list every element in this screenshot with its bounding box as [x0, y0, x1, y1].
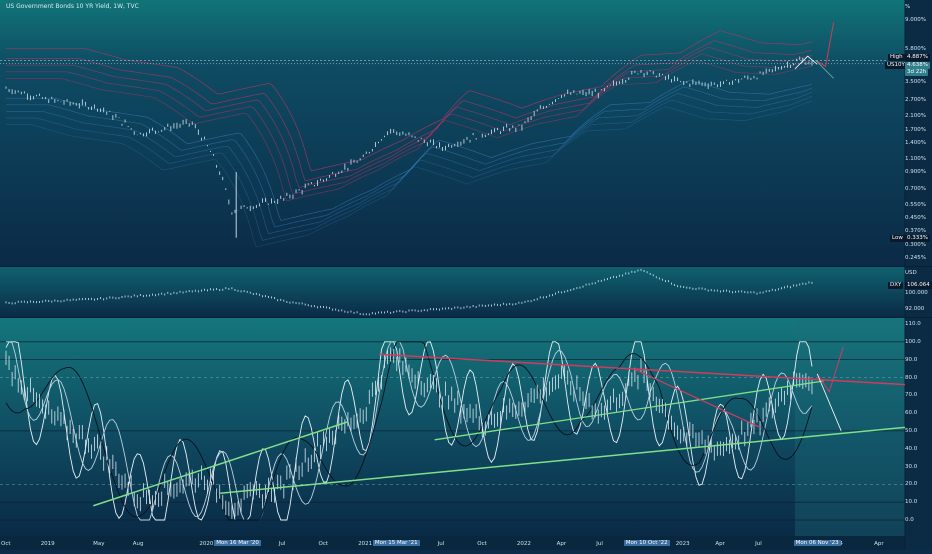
- projection-zone: [795, 318, 905, 536]
- time-axis-label: Jul: [596, 541, 603, 547]
- time-axis-label: Jul: [437, 541, 445, 547]
- top-axis-tick: 2.700%: [905, 96, 926, 103]
- chart-title: US Government Bonds 10 YR Yield, 1W, TVC: [6, 3, 139, 10]
- yield-pane: [0, 22, 905, 248]
- middle-axis-tick: 100.000: [905, 290, 928, 296]
- dxy-pane: [5, 268, 813, 316]
- stoch-fast-line: [5, 341, 813, 521]
- top-axis-tick: 2.100%: [905, 113, 926, 120]
- top-axis-tick: 0.700%: [905, 185, 926, 192]
- bottom-axis-tick: 20.0: [905, 481, 918, 488]
- time-axis-highlight: Mon 10 Oct '22: [623, 540, 670, 546]
- projection-down-arrow: [815, 60, 834, 79]
- low-label: Low: [890, 235, 905, 242]
- time-axis-bg: [0, 536, 905, 550]
- top-axis-tick: 1.400%: [905, 139, 926, 146]
- top-axis-tick: 1.700%: [905, 127, 926, 134]
- bottom-axis-tick: 50.0: [905, 427, 918, 434]
- dxy-value: 106.064: [905, 282, 932, 289]
- bottom-axis-tick: 100.0: [905, 338, 921, 345]
- time-axis-label: 2019: [40, 541, 55, 547]
- low-value: 0.333%: [905, 235, 930, 242]
- time-axis-label: Oct: [1, 541, 11, 547]
- trendline-green: [93, 421, 348, 507]
- top-axis-tick: 0.370%: [905, 227, 926, 234]
- bottom-pane-bg: [0, 318, 905, 536]
- top-axis-unit: %: [905, 4, 911, 10]
- right-axis-bg: [905, 0, 932, 550]
- time-axis-label: Aug: [132, 541, 144, 547]
- ribbon-line: [6, 86, 813, 228]
- time-axis-label: 2021: [358, 541, 373, 547]
- oscillator-pane: [0, 341, 906, 521]
- bottom-axis-tick: 110.0: [905, 321, 921, 327]
- top-axis-tick: 0.900%: [905, 169, 926, 176]
- high-value: 4.887%: [905, 54, 930, 61]
- bottom-axis-tick: 0.0: [905, 517, 914, 523]
- time-axis-label: 2023: [675, 541, 690, 547]
- time-axis-label: 2020: [199, 541, 214, 547]
- top-axis-tick: 3.500%: [905, 79, 926, 86]
- trendline-red: [632, 368, 761, 428]
- ribbon-line: [6, 96, 813, 241]
- projection-zigzag: [794, 55, 818, 70]
- middle-axis-tick: 92.000: [905, 306, 925, 312]
- osc-projection-down: [816, 373, 842, 432]
- trendline-green: [434, 380, 824, 441]
- trendline-red: [379, 353, 906, 386]
- osc-projection-up: [816, 347, 844, 393]
- time-axis-highlight: Mon 15 Mar '21: [372, 540, 420, 546]
- time-axis-label: 2022: [516, 541, 531, 547]
- time-axis-label: Apr: [556, 541, 567, 547]
- top-axis-tick: 9.000%: [905, 17, 926, 23]
- time-axis-label: Jul: [278, 541, 286, 547]
- top-axis-tick: 1.100%: [905, 155, 926, 162]
- time-axis-label: Oct: [318, 541, 329, 547]
- time-axis-label: Jul: [755, 541, 762, 547]
- bottom-axis-tick: 90.0: [905, 356, 918, 363]
- projection-up-arrow: [815, 22, 835, 68]
- time-axis-highlight: Mon 06 Nov '23: [793, 540, 841, 546]
- top-axis-tick: 0.245%: [905, 255, 926, 261]
- symbol-label: US10Y: [885, 62, 907, 69]
- ribbon-line: [6, 53, 813, 195]
- bottom-axis-tick: 30.0: [905, 463, 918, 470]
- ribbon-line: [6, 100, 813, 248]
- top-axis-tick: 5.800%: [905, 46, 926, 52]
- top-axis-tick: 0.450%: [905, 214, 926, 221]
- ribbon-line: [6, 30, 813, 172]
- bottom-axis-tick: 10.0: [905, 499, 918, 506]
- ribbon-line: [6, 46, 813, 188]
- ribbon-line: [6, 60, 813, 202]
- bottom-axis-tick: 70.0: [905, 392, 918, 399]
- bottom-axis-tick: 80.0: [905, 374, 918, 381]
- time-axis-label: Apr: [874, 541, 884, 547]
- bottom-axis-tick: 60.0: [905, 410, 918, 417]
- time-axis-label: Apr: [715, 541, 725, 547]
- trendline-green: [220, 426, 906, 495]
- top-axis-tick: 0.550%: [905, 201, 926, 208]
- top-pane-bg: [0, 0, 905, 266]
- time-axis-label: Oct: [477, 541, 487, 547]
- time-axis-label: May: [93, 541, 105, 547]
- bottom-axis-tick: 40.0: [905, 445, 918, 452]
- ribbon-line: [6, 79, 813, 221]
- dxy-label: DXY: [888, 282, 904, 289]
- top-axis-tick: 0.300%: [905, 241, 926, 248]
- ribbon-line: [6, 40, 813, 182]
- time-axis-highlight: Mon 16 Mar '20: [214, 540, 261, 546]
- bar-countdown: 3d 22h: [905, 69, 929, 76]
- symbol-last-value: 4.638%: [905, 62, 930, 69]
- high-label: High: [888, 54, 905, 61]
- middle-axis-unit: USD: [905, 270, 917, 276]
